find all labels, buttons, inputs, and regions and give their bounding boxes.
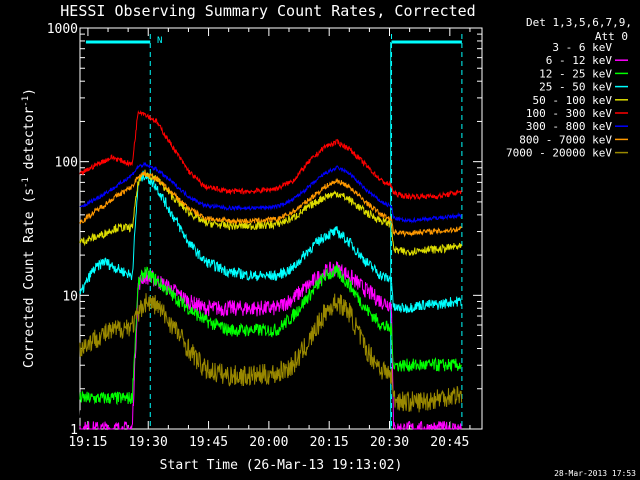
timestamp: 28-Mar-2013 17:53 [554, 469, 636, 478]
x-tick-label: 20:15 [310, 435, 349, 450]
x-axis-label: Start Time (26-Mar-13 19:13:02) [160, 458, 403, 473]
x-axis: 19:15 19:30 19:45 20:00 20:15 20:30 20:45 [68, 28, 471, 450]
legend-label: 25 - 50 keV [539, 81, 612, 94]
y-tick-label: 1000 [47, 22, 78, 37]
legend-header-2: Att 0 [595, 30, 628, 43]
series-group [79, 109, 463, 431]
x-tick-label: 20:45 [430, 435, 469, 450]
legend-label: 800 - 7000 keV [519, 133, 612, 146]
y-tick-label: 100 [55, 156, 78, 171]
x-tick-label: 19:15 [68, 435, 107, 450]
y-label-end: ) [22, 88, 37, 96]
legend-label: 6 - 12 keV [546, 54, 613, 67]
x-tick-label: 19:30 [129, 435, 168, 450]
y-tick-label: 10 [62, 289, 78, 304]
series-line [79, 169, 463, 257]
series-line [79, 170, 463, 314]
legend-label: 7000 - 20000 keV [506, 147, 612, 160]
y-axis-label: Corrected Count Rate (s-1 detector-1) [21, 88, 37, 368]
y-tick-label: 1 [70, 423, 78, 438]
series-line [79, 161, 462, 224]
x-tick-label: 19:45 [189, 435, 228, 450]
legend-label: 100 - 300 keV [526, 107, 612, 120]
y-label-main: Corrected Count Rate (s [22, 188, 37, 368]
y-label-mid: detector [22, 107, 37, 178]
legend-label: 300 - 800 keV [526, 120, 612, 133]
series-line [79, 264, 463, 406]
x-tick-label: 20:00 [249, 435, 288, 450]
series-line [79, 109, 463, 201]
y-label-sup2: -1 [21, 96, 31, 107]
legend-label: 50 - 100 keV [533, 94, 613, 107]
flag-label: N [157, 36, 162, 46]
plot-frame [79, 27, 483, 430]
legend-label: 3 - 6 keV [552, 41, 612, 54]
legend-header-1: Det 1,3,5,6,7,9, [526, 16, 632, 29]
x-tick-label: 20:30 [370, 435, 409, 450]
legend-label: 12 - 25 keV [539, 67, 612, 80]
series-line [79, 170, 463, 238]
series-line [79, 293, 463, 413]
y-axis: 1 10 100 1000 [47, 22, 482, 438]
chart-title: HESSI Observing Summary Count Rates, Cor… [60, 2, 475, 20]
marker-lines [85, 34, 463, 429]
series-line [79, 261, 463, 431]
y-label-sup1: -1 [21, 177, 31, 188]
